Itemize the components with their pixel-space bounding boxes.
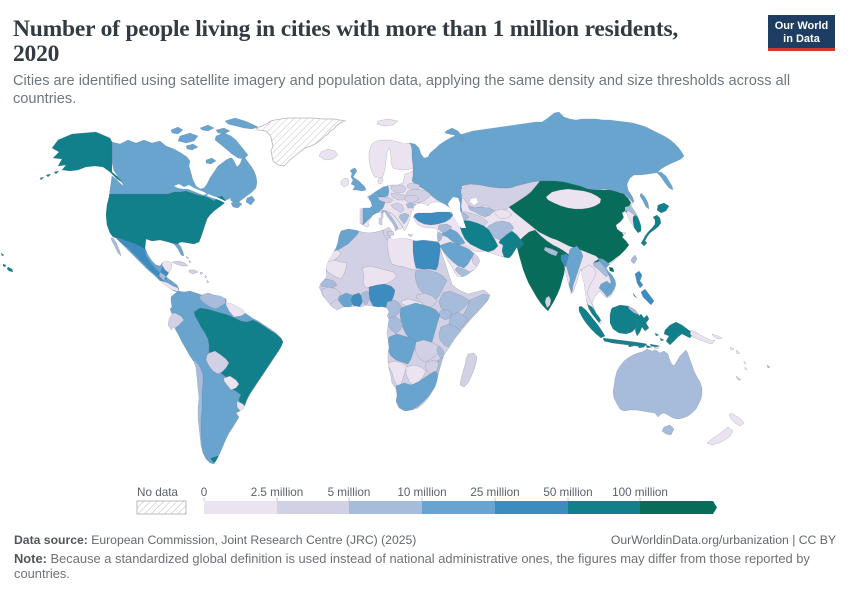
- svg-text:0: 0: [201, 486, 208, 499]
- svg-text:100 million: 100 million: [612, 486, 668, 499]
- svg-text:25 million: 25 million: [470, 486, 519, 499]
- svg-text:2.5 million: 2.5 million: [251, 486, 304, 499]
- svg-text:5 million: 5 million: [328, 486, 371, 499]
- svg-text:50 million: 50 million: [543, 486, 592, 499]
- svg-text:10 million: 10 million: [397, 486, 446, 499]
- svg-text:No data: No data: [137, 486, 178, 499]
